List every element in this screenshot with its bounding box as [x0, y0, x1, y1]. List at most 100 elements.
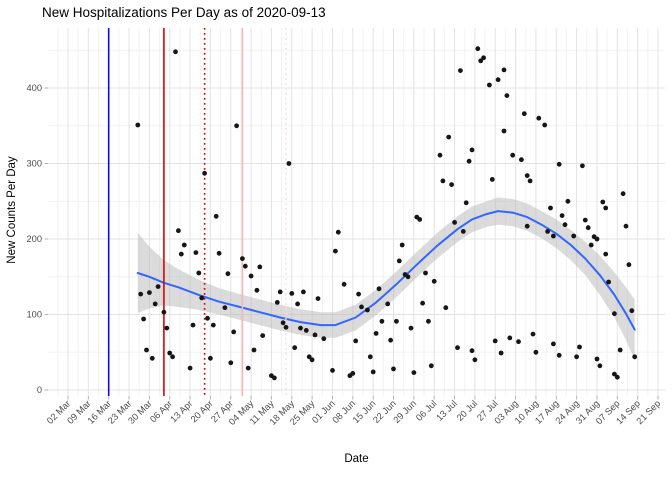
data-point — [365, 307, 370, 313]
data-point — [478, 58, 484, 64]
data-point — [498, 350, 504, 356]
y-tick-label: 200 — [26, 234, 42, 244]
data-point — [178, 251, 184, 257]
data-point — [170, 354, 176, 360]
data-point — [396, 258, 402, 264]
data-point — [205, 315, 210, 321]
data-point — [144, 347, 149, 353]
data-point — [612, 311, 617, 317]
data-point — [426, 318, 431, 324]
data-point — [370, 369, 376, 375]
data-point — [147, 290, 152, 295]
data-point — [350, 371, 356, 376]
confidence-ribbon — [137, 197, 635, 360]
data-point — [408, 325, 414, 331]
data-point — [504, 93, 510, 98]
data-point — [286, 161, 292, 166]
data-point — [524, 173, 530, 179]
data-point — [446, 134, 452, 140]
x-tick-label: 29 Jun — [391, 398, 418, 425]
data-point — [373, 331, 379, 336]
data-point — [472, 357, 478, 363]
data-point — [228, 360, 234, 366]
x-tick-label: 13 Jul — [434, 398, 459, 423]
chart-title: New Hospitalizations Per Day as of 2020-… — [42, 5, 326, 20]
data-point — [559, 213, 565, 219]
data-point — [527, 178, 533, 184]
data-point — [588, 242, 594, 248]
data-point — [298, 325, 303, 331]
data-point — [507, 335, 513, 341]
data-point — [585, 225, 591, 231]
data-point — [556, 161, 562, 167]
data-point — [519, 157, 524, 163]
data-point — [437, 152, 443, 158]
data-point — [510, 152, 516, 158]
data-point — [460, 229, 466, 234]
data-point — [272, 375, 277, 381]
data-point — [242, 263, 248, 269]
data-point — [617, 347, 623, 353]
data-point — [341, 281, 347, 287]
data-point — [562, 222, 568, 228]
data-point — [173, 49, 178, 55]
data-point — [199, 295, 205, 301]
data-point — [440, 178, 446, 184]
y-tick-label: 100 — [26, 310, 42, 320]
data-point — [385, 301, 391, 307]
data-point — [428, 363, 434, 369]
data-point — [335, 229, 341, 235]
data-point — [135, 122, 141, 128]
data-point — [213, 213, 219, 219]
data-point — [603, 205, 609, 211]
data-point — [455, 345, 460, 351]
data-point — [138, 291, 144, 297]
data-point — [254, 287, 260, 293]
data-point — [577, 344, 582, 350]
data-point — [545, 229, 550, 234]
data-point — [475, 46, 481, 52]
data-point — [582, 217, 588, 223]
data-point — [612, 371, 617, 377]
data-point — [260, 333, 266, 338]
data-point — [376, 286, 382, 292]
data-point — [202, 170, 208, 176]
data-point — [303, 328, 309, 333]
data-point — [495, 77, 501, 83]
data-point — [356, 291, 361, 297]
data-point — [551, 341, 556, 347]
data-point — [626, 262, 632, 268]
data-point — [469, 348, 475, 354]
data-point — [289, 291, 295, 296]
data-point — [225, 271, 231, 277]
data-point — [597, 363, 603, 369]
data-point — [164, 325, 170, 331]
data-point — [603, 251, 609, 257]
data-point — [417, 217, 423, 222]
data-point — [516, 339, 521, 345]
data-point — [524, 223, 530, 229]
data-point — [315, 296, 321, 301]
data-point — [574, 354, 579, 360]
data-point — [492, 338, 498, 344]
smooth-trend-line — [136, 210, 636, 331]
data-point — [141, 316, 147, 322]
data-point — [176, 228, 181, 234]
data-point — [257, 264, 263, 270]
data-point — [411, 370, 417, 375]
data-point — [580, 163, 585, 169]
data-point — [481, 55, 486, 61]
data-point — [556, 352, 562, 358]
data-point — [420, 300, 425, 306]
x-tick-label: 20 Jul — [455, 398, 480, 423]
data-point — [309, 357, 315, 363]
data-point — [245, 365, 251, 371]
data-point — [466, 158, 472, 164]
data-point — [190, 322, 196, 328]
data-point — [353, 338, 359, 344]
data-point — [565, 198, 571, 204]
data-point — [234, 123, 240, 129]
data-point — [210, 322, 216, 328]
y-tick-label: 400 — [26, 83, 42, 93]
